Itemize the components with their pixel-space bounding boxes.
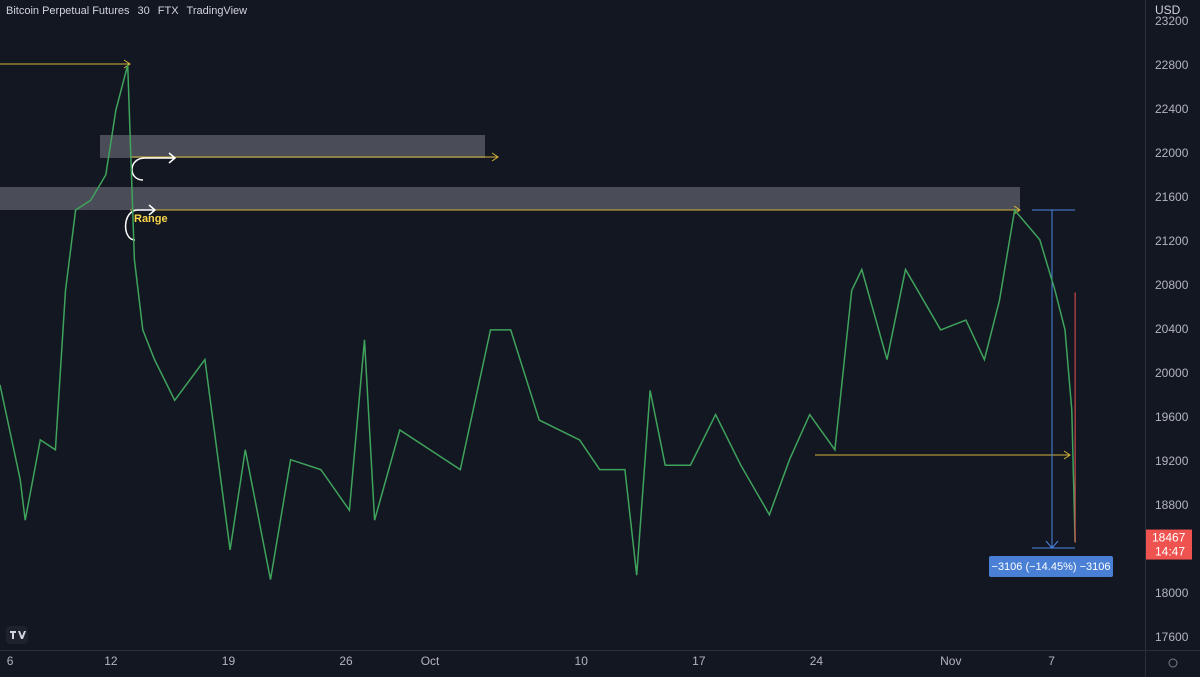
y-tick-label: 20400 [1155, 322, 1189, 336]
y-tick-label: 17600 [1155, 630, 1189, 644]
y-tick-label: 23200 [1155, 14, 1189, 28]
settings-icon[interactable] [1168, 658, 1178, 668]
arrow [1063, 450, 1071, 460]
x-tick-label: 26 [339, 654, 353, 668]
exchange: FTX [158, 5, 179, 17]
y-tick-label: 22400 [1155, 102, 1189, 116]
y-tick-label: 21200 [1155, 234, 1189, 248]
measure-label: −3106 (−14.45%) −3106 [992, 561, 1111, 573]
bracket [131, 152, 177, 181]
y-tick-label: 22000 [1155, 146, 1189, 160]
measure: −3106 (−14.45%) −3106 [989, 209, 1113, 577]
y-tick-label: 20800 [1155, 278, 1189, 292]
source: TradingView [187, 5, 248, 17]
y-tick-label: 18000 [1155, 586, 1189, 600]
zone [100, 135, 485, 158]
y-tick-label: 20000 [1155, 366, 1189, 380]
logo-bg [6, 626, 28, 644]
tv-logo [6, 626, 28, 644]
trend-lines [0, 59, 1071, 460]
bracket [124, 204, 157, 241]
measure-box [989, 556, 1113, 577]
x-tick-label: 7 [1048, 654, 1055, 668]
last-price-box [1146, 529, 1192, 560]
currency[interactable]: USD [1155, 3, 1181, 17]
header: Bitcoin Perpetual Futures 30 FTX TradingVie… [6, 5, 247, 17]
bracket-marks [124, 152, 177, 241]
interval: 30 [138, 5, 150, 17]
price-line [0, 64, 1076, 580]
y-tick-label: 19600 [1155, 410, 1189, 424]
logo [10, 631, 26, 639]
x-tick-label: 6 [7, 654, 14, 668]
x-tick-label: Nov [940, 654, 961, 668]
countdown: 14:47 [1155, 545, 1185, 559]
x-tick-label: 19 [222, 654, 236, 668]
x-tick-label: 10 [575, 654, 589, 668]
annotation: Range [134, 213, 168, 225]
x-tick-label: Oct [421, 654, 440, 668]
symbol: Bitcoin Perpetual Futures [6, 5, 130, 17]
x-tick-label: 24 [810, 654, 824, 668]
y-tick-label: 18800 [1155, 498, 1189, 512]
zone [0, 187, 1020, 210]
last-price-label: 18467 [1152, 531, 1186, 545]
measure-arrow [1045, 540, 1059, 549]
x-tick-label: 12 [104, 654, 118, 668]
y-tick-label: 21600 [1155, 190, 1189, 204]
y-tick-label: 19200 [1155, 454, 1189, 468]
x-tick-label: 17 [692, 654, 706, 668]
arrow [123, 59, 131, 69]
y-tick-label: 22800 [1155, 58, 1189, 72]
arrow [491, 152, 499, 162]
